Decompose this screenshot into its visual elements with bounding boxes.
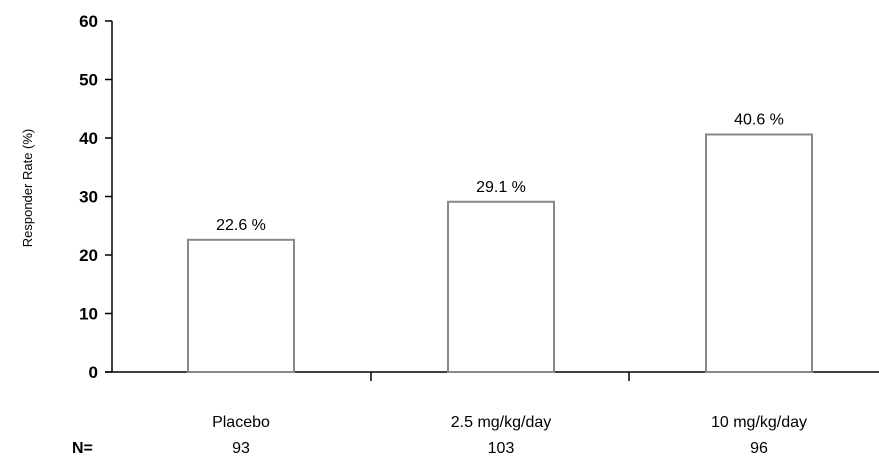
x-axis — [105, 371, 879, 381]
y-axis: 0 10 20 30 40 50 60 — [79, 12, 113, 382]
y-tick-label: 30 — [79, 188, 98, 207]
data-labels: 22.6 % 29.1 % 40.6 % — [216, 111, 784, 233]
n-value-label: 93 — [232, 440, 250, 457]
bar-data-label: 29.1 % — [476, 179, 526, 196]
n-value-label: 103 — [488, 440, 515, 457]
category-label: 10 mg/kg/day — [711, 414, 807, 431]
category-label: 2.5 mg/kg/day — [451, 414, 552, 431]
n-value-label: 96 — [750, 440, 768, 457]
y-tick-label: 50 — [79, 71, 98, 90]
n-prefix-label: N= — [72, 440, 93, 457]
bars — [187, 133, 813, 373]
y-tick-label: 20 — [79, 246, 98, 265]
n-labels: 93 103 96 — [232, 440, 768, 457]
y-tick-label: 60 — [79, 12, 98, 31]
y-axis-title: Responder Rate (%) — [20, 129, 35, 248]
bar-data-label: 22.6 % — [216, 217, 266, 234]
bar — [447, 200, 555, 373]
bar-data-label: 40.6 % — [734, 111, 784, 128]
bar — [187, 238, 295, 373]
y-tick-label: 40 — [79, 129, 98, 148]
category-label: Placebo — [212, 414, 270, 431]
bar — [705, 133, 813, 373]
category-labels: Placebo 2.5 mg/kg/day 10 mg/kg/day — [212, 414, 807, 431]
y-tick-label: 10 — [79, 305, 98, 324]
y-tick-label: 0 — [89, 363, 98, 382]
